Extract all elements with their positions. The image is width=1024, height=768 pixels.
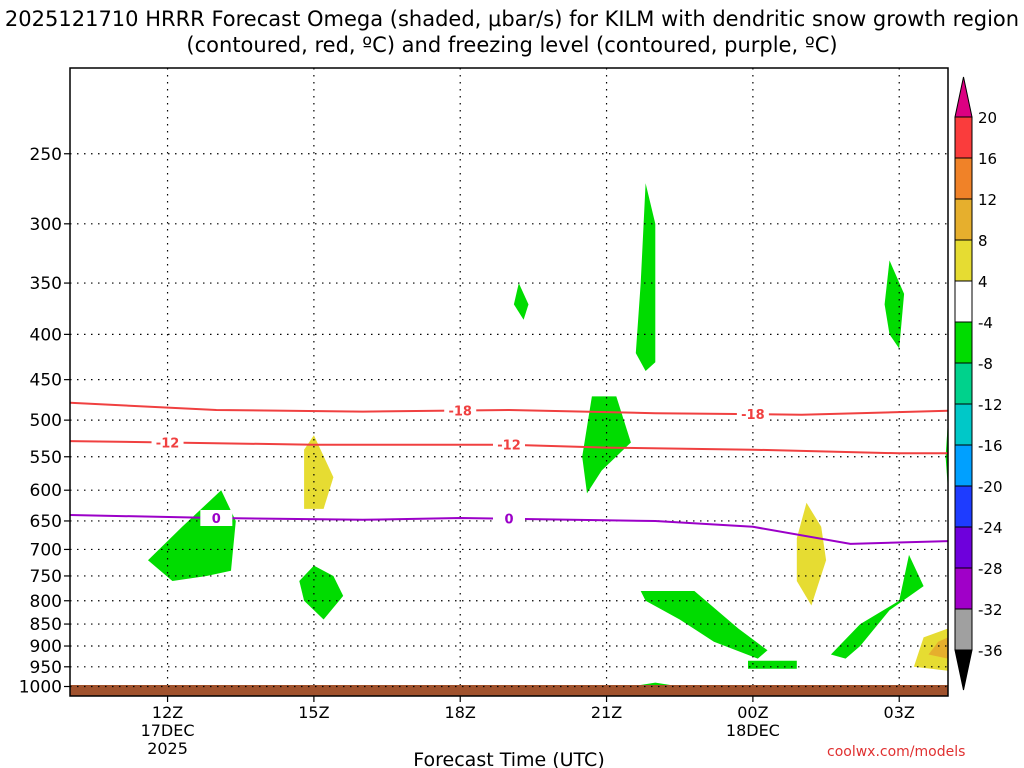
colorbar-box--32-to--28	[954, 567, 973, 610]
colorbar-label-16: 16	[978, 150, 997, 168]
omega-region-ascent-21z	[582, 396, 631, 494]
omega-region-ascent-03z	[884, 260, 905, 349]
colorbar-label-4: 4	[978, 273, 988, 291]
xtick-date-00Z: 18DEC	[726, 721, 780, 740]
plot-area	[70, 68, 948, 696]
colorbar-box--28-to--24	[954, 526, 973, 569]
colorbar-box-8-to-12	[954, 198, 973, 241]
colorbar-box-16-to-20	[954, 116, 973, 159]
colorbar-label-12: 12	[978, 191, 997, 209]
ytick-label-750: 750	[30, 567, 62, 587]
contour-line-dgz_-18	[69, 401, 949, 416]
contour-label-dgz_-12-1: -12	[497, 439, 521, 454]
omega-region-descent-01z	[796, 502, 827, 606]
colorbar-label--32: -32	[978, 601, 1003, 619]
ytick-label-550: 550	[30, 448, 62, 468]
watermark[interactable]: coolwx.com/models	[827, 744, 966, 760]
ytick-label-450: 450	[30, 371, 62, 391]
omega-region-ascent-15z	[299, 565, 344, 620]
colorbar-box-4-to-8	[954, 239, 973, 282]
colorbar-label-8: 8	[978, 232, 988, 250]
omega-region-ascent-00z-bar	[748, 660, 797, 669]
omega-region-descent-03z-core	[928, 637, 948, 659]
contour-line-freezing_0	[69, 514, 949, 545]
xtick-label-21Z: 21Z	[591, 703, 622, 722]
ytick-label-650: 650	[30, 512, 62, 532]
ytick-label-900: 900	[30, 637, 62, 657]
ytick-label-300: 300	[30, 215, 62, 235]
xtick-label-12Z: 12Z	[152, 703, 183, 722]
xtick-label-00Z: 00Z	[737, 703, 768, 722]
omega-region-descent-03z	[913, 628, 948, 671]
ytick-label-250: 250	[30, 145, 62, 165]
ytick-label-850: 850	[30, 615, 62, 635]
contour-label-freezing_0-1: 0	[504, 513, 513, 528]
contour-label-dgz_-12-0: -12	[156, 437, 180, 452]
contour-label-freezing_0-0: 0	[212, 512, 221, 527]
ytick-label-500: 500	[30, 411, 62, 431]
colorbar-box-12-to-16	[954, 157, 973, 200]
ytick-label-1000: 1000	[19, 678, 62, 698]
ground-strip	[70, 685, 948, 696]
contour-label-bg-dgz_-18-1	[736, 406, 769, 423]
plot-frame	[69, 67, 949, 697]
colorbar-label--16: -16	[978, 437, 1003, 455]
xtick-label-03Z: 03Z	[884, 703, 915, 722]
colorbar-box--24-to--20	[954, 485, 973, 528]
ytick-label-700: 700	[30, 540, 62, 560]
colorbar-label-20: 20	[978, 109, 997, 127]
colorbar-box--12-to--8	[954, 362, 973, 405]
colorbar-label--12: -12	[978, 396, 1003, 414]
colorbar-label--28: -28	[978, 560, 1003, 578]
colorbar-label--20: -20	[978, 478, 1003, 496]
ytick-label-600: 600	[30, 481, 62, 501]
contour-label-bg-dgz_-12-0	[151, 434, 184, 451]
colorbar-label--36: -36	[978, 642, 1003, 660]
x-axis-label: Forecast Time (UTC)	[413, 749, 604, 768]
contour-label-bg-dgz_-12-1	[493, 436, 525, 453]
contour-label-bg-freezing_0-0	[200, 509, 233, 526]
contour-label-bg-freezing_0-1	[493, 510, 525, 527]
colorbar-label--4: -4	[978, 314, 993, 332]
xtick-label-15Z: 15Z	[298, 703, 329, 722]
xtick-date-12Z: 17DEC	[141, 721, 195, 740]
colorbar-label--8: -8	[978, 355, 993, 373]
colorbar-box--4-to-4	[954, 280, 973, 323]
omega-region-ascent-19z	[513, 283, 529, 320]
colorbar-box--36-to--32	[954, 608, 973, 651]
ytick-label-950: 950	[30, 658, 62, 678]
colorbar-box--16-to--12	[954, 403, 973, 446]
contour-label-bg-dgz_-18-0	[444, 402, 477, 419]
colorbar-bottom-arrow	[954, 649, 973, 691]
chart-title: 2025121710 HRRR Forecast Omega (shaded, …	[4, 7, 1020, 57]
contour-label-dgz_-18-0: -18	[448, 405, 472, 420]
omega-region-descent-15z	[304, 435, 334, 509]
colorbar-box--20-to--16	[954, 444, 973, 487]
ytick-label-800: 800	[30, 592, 62, 612]
omega-region-ascent-22z-low	[640, 591, 768, 659]
contour-line-dgz_-12	[69, 440, 948, 455]
colorbar-top-arrow	[954, 76, 973, 118]
colorbar-box--8-to--4	[954, 321, 973, 364]
omega-region-ascent-22z-column	[635, 183, 656, 371]
xtick-year-12Z: 2025	[147, 739, 188, 758]
contour-label-dgz_-18-1: -18	[741, 408, 765, 423]
omega-region-ascent-02z	[830, 554, 924, 659]
ytick-label-350: 350	[30, 274, 62, 294]
ytick-label-400: 400	[30, 325, 62, 345]
colorbar-label--24: -24	[978, 519, 1003, 537]
xtick-label-18Z: 18Z	[445, 703, 476, 722]
